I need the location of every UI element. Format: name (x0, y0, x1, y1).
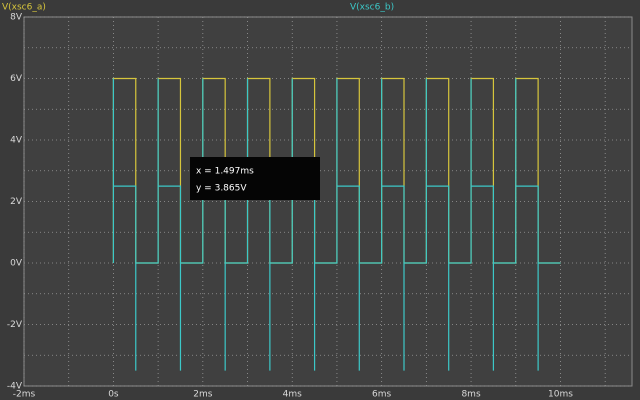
y-tick-label: 4V (10, 136, 23, 146)
y-tick-label: 0V (10, 259, 23, 269)
y-tick-label: -2V (7, 320, 23, 330)
x-tick-label: 2ms (193, 390, 212, 400)
x-tick-label: -2ms (13, 390, 36, 400)
x-tick-label: 4ms (283, 390, 302, 400)
x-tick-label: 0s (108, 390, 119, 400)
y-tick-label: -4V (7, 382, 23, 392)
cursor-y: y = 3.865V (196, 184, 247, 194)
series-line (112, 78, 561, 371)
y-tick-label: 6V (10, 74, 23, 84)
cursor-x: x = 1.497ms (196, 167, 254, 177)
y-tick-label: 8V (10, 13, 23, 23)
x-tick-label: 6ms (372, 390, 391, 400)
x-tick-label: 10ms (548, 390, 573, 400)
cursor-box (190, 157, 320, 200)
x-tick-label: 8ms (461, 390, 480, 400)
legend-entry: V(xsc6_b) (350, 3, 394, 13)
lines (112, 77, 561, 371)
y-tick-label: 2V (10, 197, 23, 207)
legend-entry: V(xsc6_a) (2, 3, 46, 13)
